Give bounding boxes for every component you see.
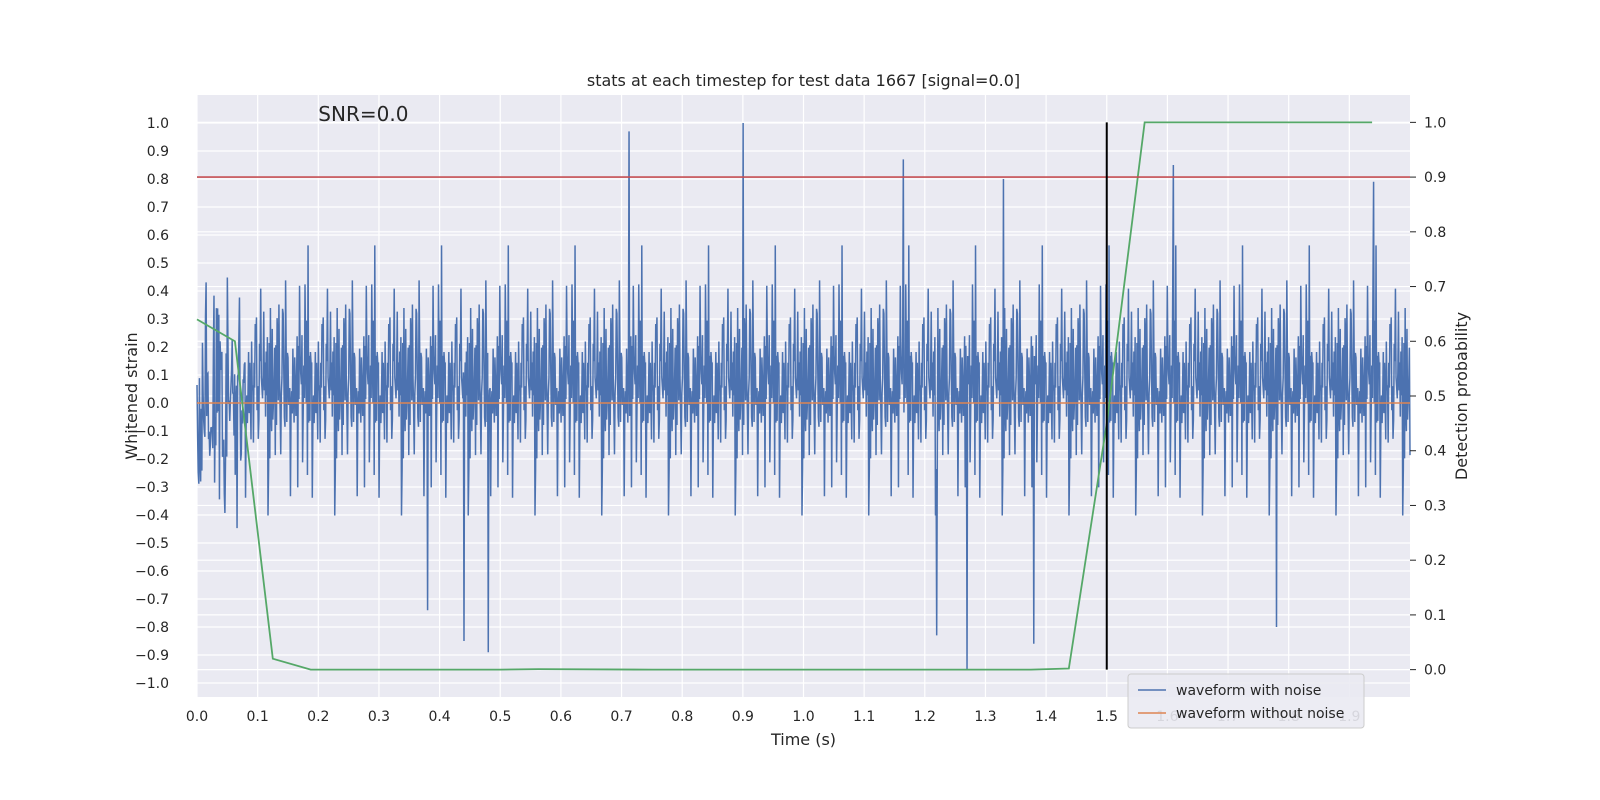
y-tick-label: 0.9 [147, 144, 169, 160]
chart-title: stats at each timestep for test data 166… [587, 71, 1020, 90]
y-tick-label: 0.7 [147, 200, 169, 216]
series-detection-probability [196, 121, 1373, 671]
y-tick-label: −0.8 [135, 620, 169, 636]
right-tick-label: 0.4 [1424, 444, 1446, 460]
y-tick-label: −0.1 [135, 424, 169, 440]
legend: waveform with noise waveform without noi… [1127, 673, 1365, 729]
y-tick-label: 1.0 [147, 116, 169, 132]
y-tick-label: 0.2 [147, 340, 169, 356]
x-tick-label: 1.3 [974, 709, 996, 725]
x-tick-label: 0.5 [489, 709, 511, 725]
y-tick-label: 0.5 [147, 256, 169, 272]
x-tick-label: 1.5 [1096, 709, 1118, 725]
y-tick-label: 0.3 [147, 312, 169, 328]
series [196, 121, 1411, 671]
right-tick-label: 0.5 [1424, 389, 1446, 405]
x-tick-label: 0.2 [307, 709, 329, 725]
right-tick-label: 0.3 [1424, 498, 1446, 514]
right-tick-label: 0.1 [1424, 608, 1446, 624]
y-tick-label: 0.4 [147, 284, 169, 300]
y-tick-label: 0.8 [147, 172, 169, 188]
x-tick-label: 0.6 [550, 709, 572, 725]
right-tick-label: 1.0 [1424, 115, 1446, 131]
x-tick-label: 0.0 [186, 709, 208, 725]
x-tick-label: 1.0 [792, 709, 814, 725]
snr-annotation: SNR=0.0 [318, 102, 408, 126]
y-tick-label: −0.3 [135, 480, 169, 496]
x-tick-label: 0.4 [428, 709, 450, 725]
legend-box [1127, 673, 1365, 729]
y-tick-label: −0.9 [135, 648, 169, 664]
right-tick-label: 0.6 [1424, 334, 1446, 350]
y-axis-label-left: Whitened strain [122, 332, 141, 459]
x-tick-label: 0.8 [671, 709, 693, 725]
x-tick-label: 1.2 [914, 709, 936, 725]
x-tick-label: 0.3 [368, 709, 390, 725]
x-tick-label: 1.1 [853, 709, 875, 725]
y-tick-label: −0.5 [135, 536, 169, 552]
y-tick-label: −0.2 [135, 452, 169, 468]
x-tick-label: 0.1 [247, 709, 269, 725]
y-tick-label: 0.0 [147, 396, 169, 412]
right-tick-label: 0.2 [1424, 553, 1446, 569]
y-tick-label: 0.6 [147, 228, 169, 244]
reference-lines [197, 122, 1410, 670]
y-tick-label: −0.4 [135, 508, 169, 524]
y-tick-label: −1.0 [135, 676, 169, 692]
x-tick-label: 1.4 [1035, 709, 1057, 725]
x-tick-label: 0.9 [732, 709, 754, 725]
y-tick-label: 0.1 [147, 368, 169, 384]
right-tick-label: 0.8 [1424, 225, 1446, 241]
right-tick-label: 0.0 [1424, 663, 1446, 679]
y-tick-label: −0.6 [135, 564, 169, 580]
legend-label-with-noise: waveform with noise [1176, 683, 1321, 699]
series-waveform-with-noise [196, 122, 1411, 670]
ticks: 0.0 0.1 0.2 0.3 0.4 0.5 0.6 0.7 0.8 0.9 1.0 1.1 1.2 1… [135, 115, 1446, 725]
right-tick-label: 0.9 [1424, 170, 1446, 186]
y-axis-label-right: Detection probability [1452, 312, 1471, 480]
legend-label-without-noise: waveform without noise [1176, 706, 1344, 722]
x-axis-label: Time (s) [770, 730, 836, 749]
y-tick-label: −0.7 [135, 592, 169, 608]
right-tick-label: 0.7 [1424, 280, 1446, 296]
x-tick-label: 0.7 [610, 709, 632, 725]
